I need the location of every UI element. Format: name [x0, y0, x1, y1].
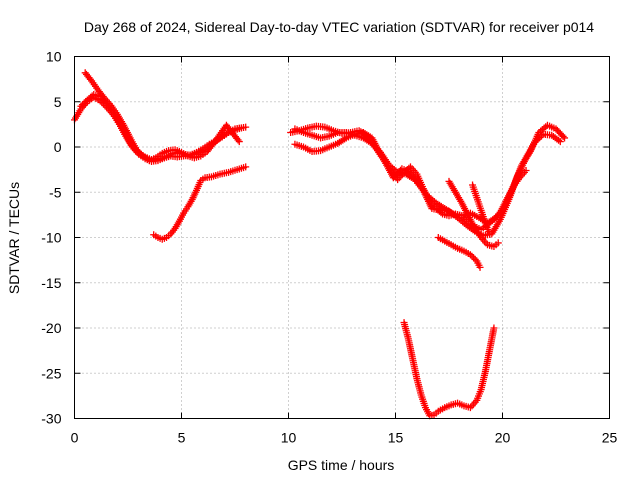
grid-lines [74, 56, 610, 419]
data-point [79, 101, 87, 109]
data-point [242, 123, 250, 131]
y-tick-label: -25 [41, 365, 61, 381]
data-point [437, 209, 445, 217]
series-arc-3 [81, 69, 243, 165]
data-point [235, 138, 243, 146]
data-point [88, 92, 96, 100]
data-series [71, 69, 569, 420]
x-axis-label: GPS time / hours [288, 457, 395, 473]
y-tick-label: -20 [41, 320, 61, 336]
series-arc-4 [150, 163, 250, 243]
data-point [80, 99, 88, 107]
data-point [470, 254, 478, 262]
data-point [136, 149, 144, 157]
data-point [133, 146, 141, 154]
data-point [559, 132, 567, 140]
data-point [134, 147, 142, 155]
data-point [471, 255, 479, 263]
x-tick-label: 25 [602, 430, 618, 446]
data-point [522, 167, 530, 175]
series-arc-10 [469, 181, 494, 238]
data-point [476, 263, 484, 271]
series-arc-9 [434, 234, 484, 271]
data-point [234, 136, 242, 144]
x-tick-label: 5 [178, 430, 186, 446]
x-tick-label: 15 [388, 430, 404, 446]
data-point [486, 230, 494, 238]
y-tick-label: -10 [41, 230, 61, 246]
data-point [561, 134, 569, 142]
chart-title: Day 268 of 2024, Sidereal Day-to-day VTE… [84, 19, 594, 35]
data-point [488, 217, 496, 225]
series-arc-11 [400, 319, 498, 420]
axis-ticks: 0 5 10 15 20 25 -30 -25 -20 -15 -10 -5 0 5 10 [41, 49, 617, 446]
data-point [137, 150, 145, 158]
y-tick-label: -30 [41, 411, 61, 427]
data-point [468, 252, 476, 260]
data-point [77, 102, 85, 110]
y-axis-label: SDTVAR / TECUs [6, 182, 22, 294]
x-tick-label: 20 [495, 430, 511, 446]
x-tick-label: 10 [281, 430, 297, 446]
x-tick-label: 0 [71, 430, 79, 446]
y-tick-label: 0 [54, 139, 62, 155]
data-point [242, 163, 250, 171]
y-tick-label: -5 [49, 184, 62, 200]
series-arc-8 [445, 177, 502, 251]
data-point [490, 324, 498, 332]
series-arc-7 [291, 129, 530, 233]
y-tick-label: 10 [46, 49, 62, 65]
data-point [494, 239, 502, 247]
y-tick-label: -15 [41, 275, 61, 291]
data-point [556, 138, 564, 146]
data-point [466, 251, 474, 259]
y-tick-label: 5 [54, 94, 62, 110]
